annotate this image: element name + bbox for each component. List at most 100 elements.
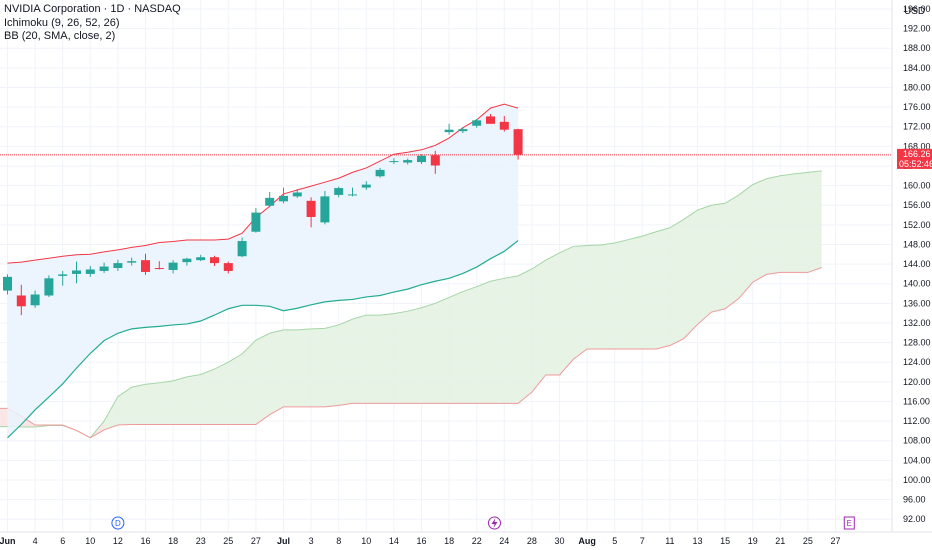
time-tick-label: 3 [309,536,314,546]
candle[interactable] [513,128,523,160]
candle[interactable] [361,181,371,191]
candle[interactable] [279,187,288,204]
candle-body [237,241,247,257]
candle-body [223,263,233,271]
candle[interactable] [237,237,247,258]
candle[interactable] [223,261,233,274]
candle[interactable] [417,154,426,165]
symbol-title[interactable]: NVIDIA Corporation · 1D · NASDAQ [4,3,181,15]
candlesticks[interactable] [3,113,523,316]
time-tick-label: 16 [140,536,150,546]
time-tick-label: 21 [775,536,785,546]
price-tick-label: 168.00 [903,141,931,151]
candle[interactable] [499,115,509,132]
price-tick-label: 104.00 [903,455,931,465]
candle[interactable] [472,118,482,128]
chart-legend[interactable]: NVIDIA Corporation · 1D · NASDAQ Ichimok… [4,3,181,44]
candle[interactable] [44,275,54,297]
candle-body [16,295,26,307]
candle-body [141,260,150,272]
candle[interactable] [265,191,275,208]
bollinger-lower-band [7,240,519,439]
candle[interactable] [210,255,219,267]
dividend-icon[interactable] [111,516,125,530]
candle[interactable] [141,253,150,275]
price-tick-label: 128.00 [903,338,931,348]
candle-body [348,194,357,196]
candle[interactable] [58,270,68,286]
time-tick-label: 27 [830,536,840,546]
candle[interactable] [196,254,206,262]
candle[interactable] [348,187,357,197]
price-tick-label: 112.00 [903,416,930,426]
candle[interactable] [389,158,399,165]
candle[interactable] [458,127,468,134]
candle[interactable] [430,150,440,174]
candle[interactable] [168,260,178,274]
candle-body [154,268,164,270]
time-tick-label: 16 [416,536,426,546]
candle-body [513,129,523,155]
candle-body [3,276,12,291]
time-tick-label: 28 [527,536,537,546]
time-tick-label: 10 [85,536,95,546]
candle[interactable] [486,113,495,124]
candle[interactable] [30,290,40,308]
time-tick-label: 8 [336,536,341,546]
earnings-marker[interactable]: E [843,516,855,530]
price-tick-label: 156.00 [903,200,931,210]
candle-body [361,184,371,188]
candle[interactable] [154,261,164,270]
candle[interactable] [113,259,123,271]
candle[interactable] [72,261,81,284]
candle[interactable] [3,274,12,295]
candle[interactable] [182,257,192,266]
candle[interactable] [403,158,413,165]
candle[interactable] [292,189,302,198]
candle-body [85,269,95,274]
candle-body [210,257,219,264]
bollinger-legend[interactable]: BB (20, SMA, close, 2) [4,30,116,42]
time-tick-label: 18 [168,536,178,546]
price-tick-label: 92.00 [903,514,926,524]
time-tick-label: 15 [720,536,730,546]
time-axis[interactable]: Jun 4 6 10 12 16 18 23 25 27 Jul 3 8 10 14 16 18 22 24 28 30… [0,536,841,546]
price-tick-label: 160.00 [903,181,931,191]
candle-body [127,261,137,263]
candle[interactable] [16,284,26,316]
time-tick-label: 18 [444,536,454,546]
time-tick-label: 6 [60,536,65,546]
price-tick-label: 192.00 [903,24,931,34]
price-tick-label: 108.00 [903,436,931,446]
candle-body [72,270,81,274]
candle-body [444,129,454,133]
candle[interactable] [127,257,137,266]
candle-body [279,195,288,202]
candle[interactable] [85,266,95,277]
candle-body [417,155,426,163]
candle[interactable] [251,208,261,233]
lightning-marker[interactable] [488,516,501,530]
candle-body [113,263,123,269]
candle[interactable] [444,123,454,135]
ichimoku-legend[interactable]: Ichimoku (9, 26, 52, 26) [4,16,120,29]
time-tick-label: 7 [640,536,645,546]
bollinger-bands [7,103,519,439]
time-tick-label: 13 [692,536,702,546]
candle-body [30,294,40,306]
candle[interactable] [334,186,344,198]
dividend-letter: D [115,519,121,528]
candle-body [44,278,54,296]
candle[interactable] [99,262,109,273]
candle[interactable] [306,197,316,228]
candle[interactable] [320,191,330,225]
price-tick-label: 188.00 [903,43,931,53]
dividend-marker[interactable]: D [111,516,125,530]
earnings-icon[interactable] [843,516,855,530]
time-tick-label: 12 [113,536,123,546]
candle[interactable] [375,167,385,178]
candle-body [375,169,385,177]
time-tick-label: 22 [472,536,482,546]
